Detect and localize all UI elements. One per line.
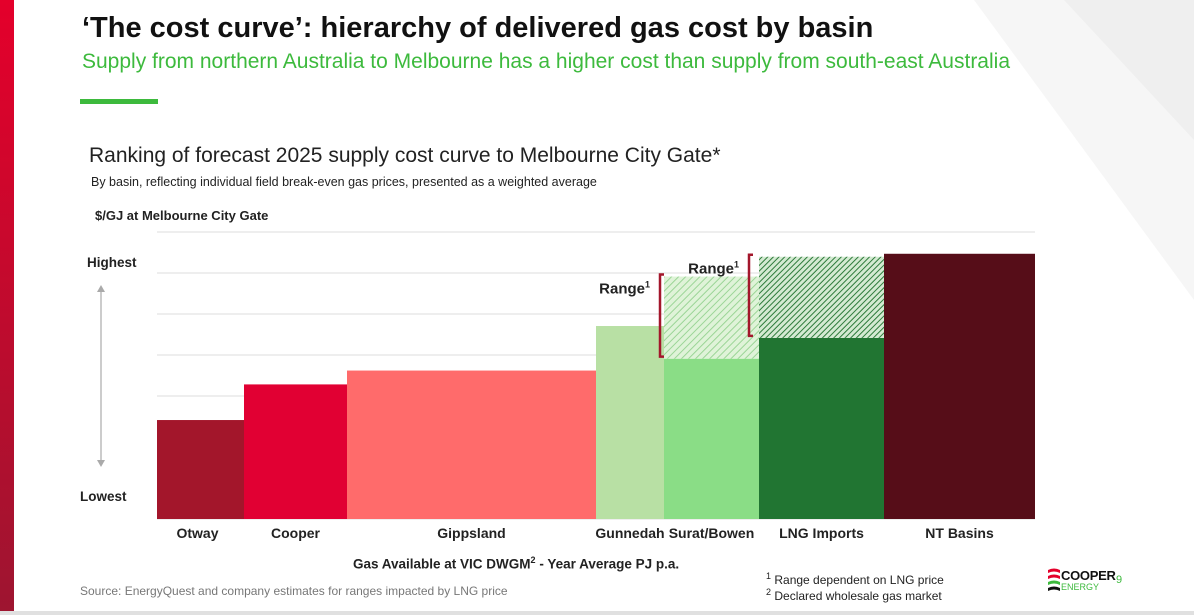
cooper-energy-logo-icon (1048, 568, 1060, 591)
bar-surat-bowen (664, 358, 759, 519)
page-number: 9 (1116, 574, 1123, 586)
source-note: Source: EnergyQuest and company estimate… (80, 584, 508, 598)
y-axis-high-label: Highest (87, 255, 137, 270)
range-label-surat-bowen: Range1 (599, 280, 650, 298)
chart-bars (157, 253, 1035, 520)
chart-range-annotations: Range1 Range1 (599, 253, 753, 358)
y-axis-low-label: Lowest (80, 489, 127, 504)
chart-subtitle: By basin, reflecting individual field br… (91, 175, 597, 189)
x-axis-label: Gas Available at VIC DWGM2 - Year Averag… (353, 555, 680, 572)
accent-bar (0, 0, 14, 615)
cooper-energy-logo: COOPER ENERGY (1047, 567, 1116, 595)
bar-lng-imports (759, 337, 884, 519)
range-label-lng-imports: Range1 (688, 260, 739, 278)
page-subtitle: Supply from northern Australia to Melbou… (82, 50, 1010, 73)
range-lng-imports (759, 256, 884, 338)
x-tick-cooper: Cooper (271, 525, 321, 541)
range-bracket-surat-bowen (658, 273, 664, 358)
range-bracket-lng-imports (747, 253, 753, 338)
bottom-rule (0, 611, 1194, 615)
x-tick-nt-basins: NT Basins (925, 525, 994, 541)
logo-tagline: ENERGY (1061, 582, 1100, 592)
bar-otway (157, 420, 244, 519)
x-tick-gippsland: Gippsland (437, 525, 505, 541)
title-underline (80, 99, 158, 104)
x-tick-surat-bowen: Surat/Bowen (669, 525, 755, 541)
bar-gippsland (347, 370, 596, 519)
logo-wordmark: COOPER (1061, 568, 1116, 583)
bar-gunnedah (596, 326, 664, 519)
chart-x-tick-labels: Otway Cooper Gippsland Gunnedah Surat/Bowen L… (176, 525, 993, 541)
bar-cooper (244, 384, 347, 519)
range-surat-bowen (664, 276, 759, 359)
y-axis-arrow (97, 285, 105, 467)
page-title: ‘The cost curve’: hierarchy of delivered… (82, 12, 874, 44)
background-decoration (974, 0, 1194, 300)
footnote-1: 1 Range dependent on LNG price (766, 571, 944, 587)
x-tick-lng-imports: LNG Imports (779, 525, 864, 541)
footnote-2: 2 Declared wholesale gas market (766, 587, 942, 603)
y-axis-label: $/GJ at Melbourne City Gate (95, 208, 269, 223)
bar-nt-basins (884, 253, 1035, 520)
x-tick-otway: Otway (176, 525, 218, 541)
chart-title: Ranking of forecast 2025 supply cost cur… (89, 144, 721, 167)
x-tick-gunnedah: Gunnedah (595, 525, 664, 541)
